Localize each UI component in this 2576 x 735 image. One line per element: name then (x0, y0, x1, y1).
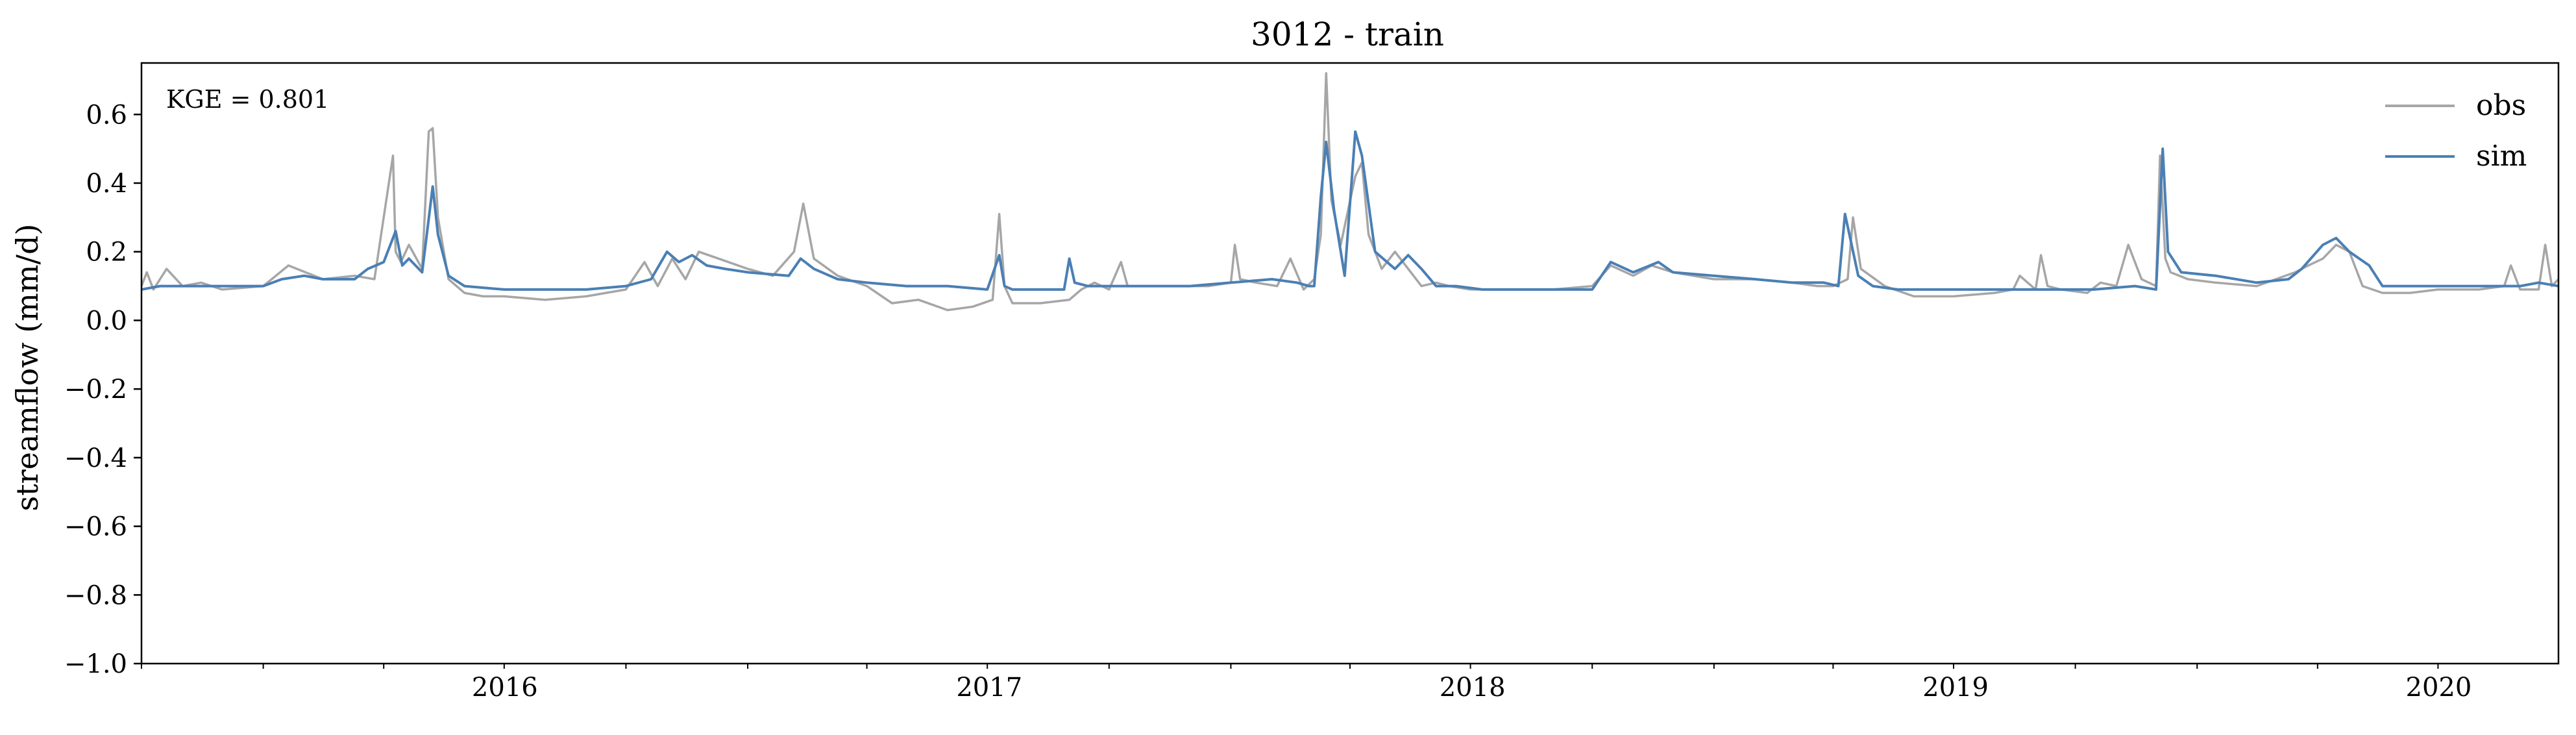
y-tick-label: 0.0 (86, 306, 127, 336)
x-axis: 2016 2017 2018 2019 2020 (141, 664, 2472, 703)
kge-annotation: KGE = 0.801 (166, 85, 329, 114)
y-tick-label: −0.2 (64, 375, 127, 405)
y-tick-label: −0.6 (64, 512, 127, 542)
x-tick-label: 2017 (956, 673, 1022, 703)
series-line-sim (141, 130, 2559, 291)
y-tick-label: 0.6 (86, 100, 127, 130)
y-axis: 0.6 0.4 0.2 0.0 −0.2 −0.4 −0.6 −0.8 −1.0 (64, 100, 141, 679)
chart-title: 3012 - train (1251, 16, 1444, 53)
y-tick-label: −1.0 (64, 649, 127, 679)
y-tick-label: 0.4 (86, 169, 127, 199)
series-lines (140, 72, 2560, 312)
x-tick-label: 2019 (1922, 673, 1989, 703)
y-axis-label: streamflow (mm/d) (10, 224, 45, 512)
legend: obs sim (2385, 89, 2527, 173)
x-tick-label: 2018 (1440, 673, 1506, 703)
legend-label-obs: obs (2476, 89, 2526, 122)
legend-label-sim: sim (2476, 140, 2527, 173)
x-tick-label: 2016 (472, 673, 538, 703)
plot-area: 0.60.40.20.0−0.2−0.4−0.6−0.8−1.0 2016 201… (64, 62, 2560, 703)
y-tick-label: 0.2 (86, 238, 127, 268)
plot-frame (140, 62, 2560, 665)
series-line-obs (140, 72, 2560, 312)
y-tick-label: −0.4 (64, 443, 127, 473)
y-tick-label: −0.8 (64, 580, 127, 610)
x-tick-label: 2020 (2406, 673, 2472, 703)
